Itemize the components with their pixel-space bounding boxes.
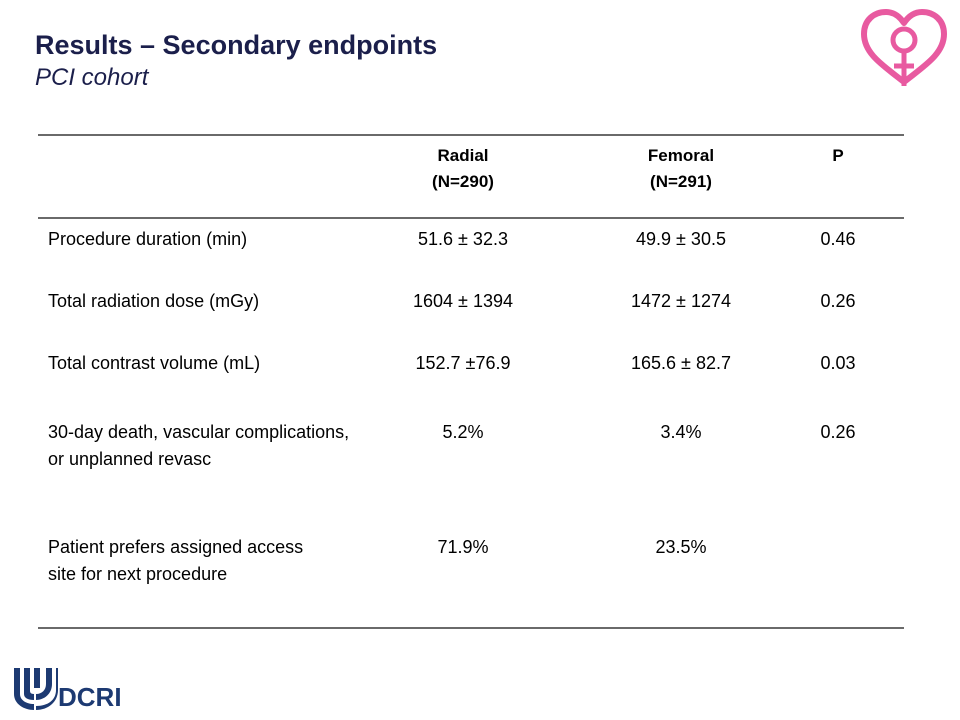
column-header-femoral-line1: Femoral <box>647 146 715 165</box>
column-header-radial-line2: (N=290) <box>432 172 494 191</box>
row-value-p: 0.26 <box>820 291 856 311</box>
table-bottom-rule <box>38 627 904 629</box>
column-header-femoral: Femoral (N=291) <box>586 143 776 195</box>
row-value-radial: 152.7 ±76.9 <box>415 353 511 373</box>
row-label-radiation-dose: Total radiation dose (mGy) <box>48 291 260 311</box>
table-top-rule <box>38 134 904 136</box>
heart-female-symbol-icon <box>861 9 947 86</box>
row-label-patient-preference: Patient prefers assigned access site for… <box>48 537 304 584</box>
row-label-30-day-composite: 30-day death, vascular complications, or… <box>48 422 350 469</box>
row-value-radial: 5.2% <box>442 422 484 442</box>
results-table: Radial (N=290) Femoral (N=291) P Procedu… <box>38 134 904 630</box>
column-header-radial: Radial (N=290) <box>368 143 558 195</box>
row-value-radial: 1604 ± 1394 <box>413 291 513 311</box>
row-value-radial: 71.9% <box>437 537 489 557</box>
header-bottom-rule <box>38 217 904 219</box>
column-header-radial-line1: Radial <box>437 146 489 165</box>
row-label-contrast-volume: Total contrast volume (mL) <box>48 353 261 373</box>
row-value-p: 0.46 <box>820 229 856 249</box>
row-value-radial: 51.6 ± 32.3 <box>418 229 508 249</box>
row-value-femoral: 23.5% <box>655 537 707 557</box>
slide-title: Results – Secondary endpoints <box>35 30 438 60</box>
row-label-procedure-duration: Procedure duration (min) <box>48 229 248 249</box>
row-value-p: 0.26 <box>820 422 856 442</box>
row-value-femoral: 165.6 ± 82.7 <box>631 353 731 373</box>
slide-subtitle: PCI cohort <box>35 64 149 91</box>
row-value-femoral: 1472 ± 1274 <box>631 291 731 311</box>
duke-shield-icon <box>14 668 58 710</box>
row-value-femoral: 3.4% <box>660 422 702 442</box>
row-value-femoral: 49.9 ± 30.5 <box>636 229 726 249</box>
row-value-p: 0.03 <box>820 353 856 373</box>
column-header-p: P <box>788 143 888 169</box>
dcri-logo-text: DCRI <box>58 682 122 712</box>
column-header-p-line1: P <box>832 146 844 165</box>
column-header-femoral-line2: (N=291) <box>650 172 712 191</box>
